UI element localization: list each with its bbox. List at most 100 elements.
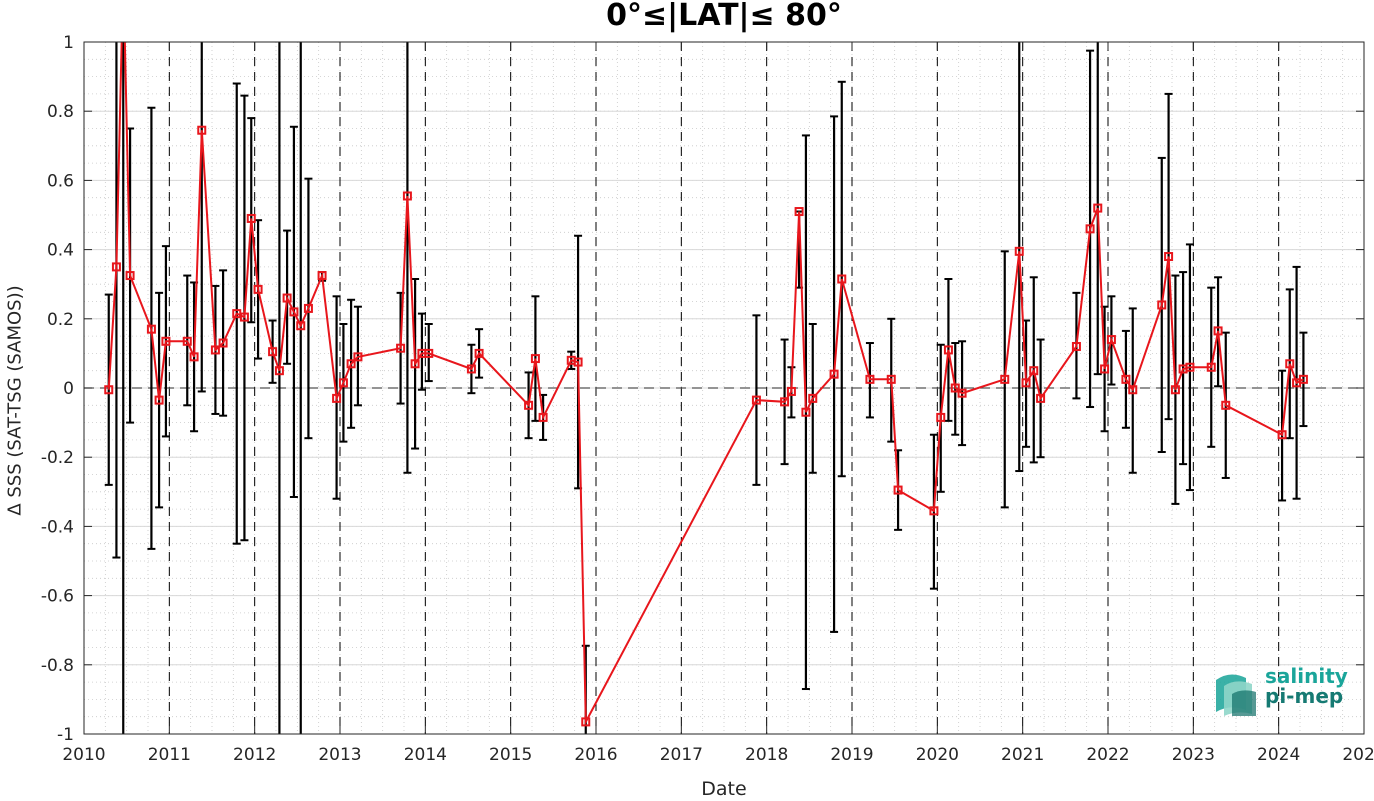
y-tick-label: -0.6 (41, 587, 74, 607)
data-point (303, 303, 313, 313)
data-point (1206, 362, 1216, 372)
data-point (530, 354, 540, 364)
data-point (282, 293, 292, 303)
data-point (1021, 378, 1031, 388)
series-line (107, 42, 1304, 726)
data-point (402, 191, 412, 201)
data-point (929, 506, 939, 516)
data-point (154, 395, 164, 405)
data-point (1298, 374, 1308, 384)
data-point (573, 357, 583, 367)
data-point (829, 369, 839, 379)
data-point (837, 274, 847, 284)
data-point (239, 312, 249, 322)
data-point (865, 374, 875, 384)
data-point (794, 207, 804, 217)
y-tick-label: -0.2 (41, 448, 74, 468)
data-point (182, 336, 192, 346)
x-tick-label: 2010 (62, 745, 105, 765)
y-tick-labels: -1 -0.8 -0.6 -0.4 -0.2 0 0.2 0.4 0.6 0.8 1 (41, 33, 74, 745)
x-tick-label: 2019 (830, 745, 873, 765)
data-point (353, 352, 363, 362)
data-point (338, 378, 348, 388)
data-point (1185, 362, 1195, 372)
data-point (581, 717, 591, 727)
data-point (1106, 335, 1116, 345)
x-axis-label: Date (701, 778, 747, 800)
data-point (125, 271, 135, 281)
data-point (801, 407, 811, 417)
logo-line1: salinity (1265, 664, 1348, 688)
y-tick-label: -0.4 (41, 517, 74, 537)
data-point (474, 348, 484, 358)
data-point (189, 352, 199, 362)
data-point (943, 345, 953, 355)
markers (104, 125, 1308, 727)
x-tick-label: 2013 (318, 745, 361, 765)
y-tick-label: 0 (63, 379, 74, 399)
data-point (410, 359, 420, 369)
error-bars (104, 42, 1308, 734)
logo-text: salinity pi-mep (1265, 666, 1348, 706)
data-point (146, 324, 156, 334)
ticks (83, 41, 1365, 735)
x-tick-label: 2021 (1001, 745, 1044, 765)
data-point (1085, 224, 1095, 234)
data-point (332, 393, 342, 403)
data-point (210, 345, 220, 355)
data-point (1221, 400, 1231, 410)
data-point (296, 321, 306, 331)
data-point (268, 347, 278, 357)
data-point (538, 412, 548, 422)
x-tick-label: 2020 (916, 745, 959, 765)
data-point (246, 213, 256, 223)
y-tick-label: 0.2 (47, 310, 74, 330)
data-point (218, 338, 228, 348)
data-point (1285, 359, 1295, 369)
data-point (957, 388, 967, 398)
data-point (317, 271, 327, 281)
data-point (780, 397, 790, 407)
data-point (1277, 430, 1287, 440)
data-point (1100, 364, 1110, 374)
y-tick-label: -0.8 (41, 656, 74, 676)
x-tick-label: 2024 (1257, 745, 1300, 765)
data-point (524, 400, 534, 410)
data-point (1029, 366, 1039, 376)
data-point (1036, 393, 1046, 403)
logo-line2: pi-mep (1265, 684, 1344, 708)
y-tick-label: -1 (57, 725, 74, 745)
data-point (751, 395, 761, 405)
x-tick-label: 2018 (745, 745, 788, 765)
x-tick-label: 2023 (1172, 745, 1215, 765)
data-point (253, 284, 263, 294)
data-point (346, 359, 356, 369)
chart-title: 0°≤|LAT|≤ 80° (606, 0, 842, 33)
data-point (289, 307, 299, 317)
data-point (886, 374, 896, 384)
data-point (1121, 374, 1131, 384)
data-point (111, 262, 121, 272)
x-tick-label: 2012 (233, 745, 276, 765)
data-point (936, 412, 946, 422)
y-axis-label: Δ SSS (SAT-TSG (SAMOS)) (4, 285, 26, 516)
x-tick-label: 2016 (574, 745, 617, 765)
grid (83, 41, 1365, 735)
x-tick-label: 2025 (1342, 745, 1374, 765)
data-point (104, 385, 114, 395)
data-point (396, 343, 406, 353)
data-point (950, 383, 960, 393)
y-tick-label: 0.8 (47, 102, 74, 122)
data-point (1164, 252, 1174, 262)
x-tick-label: 2011 (148, 745, 191, 765)
x-tick-label: 2015 (489, 745, 532, 765)
data-point (786, 386, 796, 396)
data-point (1157, 300, 1167, 310)
x-tick-labels: 2010 2011 2012 2013 2014 2015 2016 2017 2018 2019… (62, 745, 1374, 765)
y-tick-label: 0.6 (47, 171, 74, 191)
y-tick-label: 0.4 (47, 241, 74, 261)
y-tick-label: 1 (63, 33, 74, 53)
x-tick-label: 2017 (660, 745, 703, 765)
data-point (1014, 246, 1024, 256)
